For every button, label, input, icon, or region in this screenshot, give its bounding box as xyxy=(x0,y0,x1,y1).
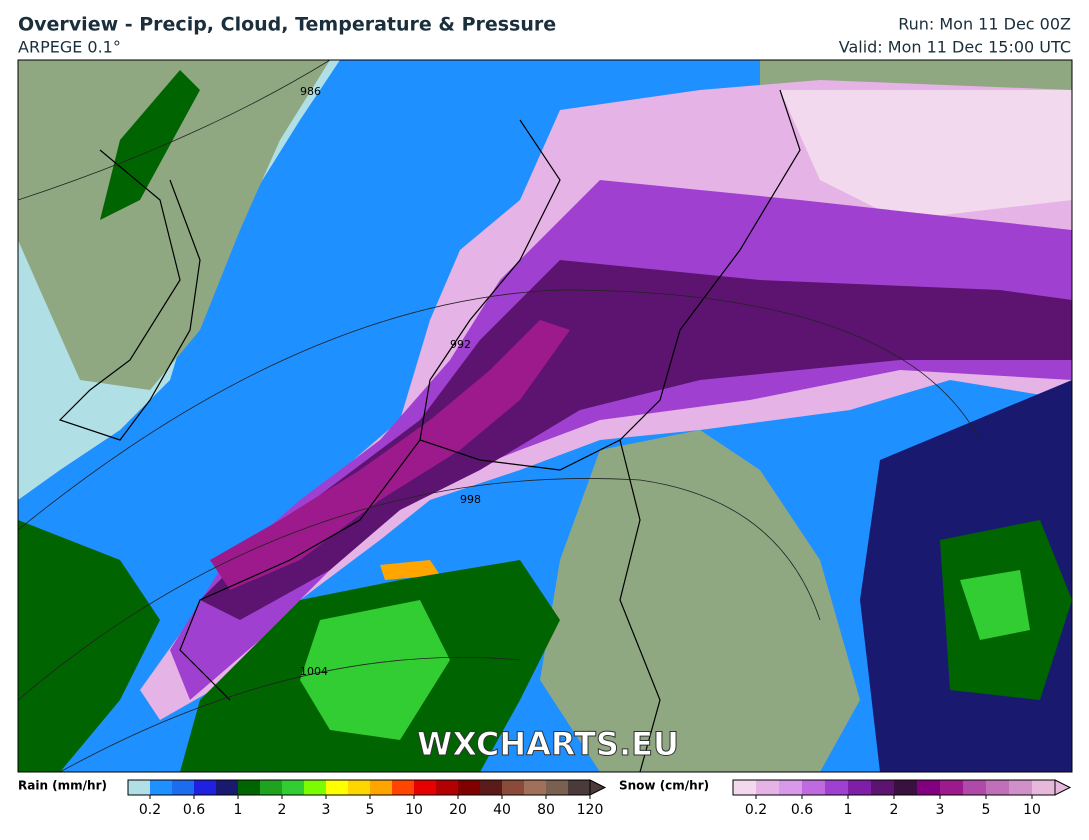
colorbar-tick-label: 1 xyxy=(234,802,243,818)
map: 986 992 998 1004 WXCHARTS.EU xyxy=(18,60,1072,772)
colorbar-tick-label: 5 xyxy=(982,802,991,818)
colorbar-tick-label: 40 xyxy=(493,802,511,818)
colorbar-cell xyxy=(436,780,459,795)
colorbar-arrow xyxy=(1054,779,1072,796)
colorbar-cell xyxy=(370,780,393,795)
colorbar-cell xyxy=(802,780,826,795)
colorbar-cell xyxy=(1009,780,1033,795)
isobar-label: 1004 xyxy=(300,665,328,678)
title: Overview - Precip, Cloud, Temperature & … xyxy=(18,14,556,36)
colorbar-cell xyxy=(128,780,151,795)
colorbar-tick-label: 20 xyxy=(449,802,467,818)
colorbar-cell xyxy=(216,780,239,795)
isobar-label: 992 xyxy=(450,338,471,351)
colorbar-cell xyxy=(986,780,1010,795)
colorbar-cell xyxy=(238,780,261,795)
colorbar-tick-label: 0.6 xyxy=(183,802,205,818)
colorbar-cell xyxy=(304,780,327,795)
colorbar-cell xyxy=(326,780,349,795)
colorbar-cell xyxy=(260,780,283,795)
isobar-label: 986 xyxy=(300,85,321,98)
colorbar-cell xyxy=(524,780,547,795)
colorbar-cell xyxy=(414,780,437,795)
colorbar-cell xyxy=(756,780,780,795)
model: ARPEGE 0.1° xyxy=(18,38,121,57)
legends: 0.2 0.6 1 2 3 5 10 20 40 80 120 0.2 0.6 1 2 3 5 10 xyxy=(127,779,1072,818)
colorbar-tick-label: 5 xyxy=(366,802,375,818)
valid: Valid: Mon 11 Dec 15:00 UTC xyxy=(839,38,1071,57)
colorbar-tick-label: 3 xyxy=(322,802,331,818)
colorbar-cell xyxy=(894,780,918,795)
colorbar-cell xyxy=(1032,780,1056,795)
colorbar-tick-label: 1 xyxy=(844,802,853,818)
colorbar-cell xyxy=(150,780,173,795)
colorbar-cell xyxy=(568,780,591,795)
colorbar-cell xyxy=(779,780,803,795)
colorbar-cell xyxy=(733,780,757,795)
map-frame xyxy=(17,59,1073,773)
colorbar-cell xyxy=(348,780,371,795)
rain-label: Rain (mm/hr) xyxy=(18,779,107,793)
colorbar-cell xyxy=(392,780,415,795)
colorbar-tick-label: 80 xyxy=(537,802,555,818)
colorbar-cell xyxy=(194,780,217,795)
colorbar-cell xyxy=(172,780,195,795)
colorbar-frame xyxy=(127,779,591,796)
run: Run: Mon 11 Dec 00Z xyxy=(898,15,1071,34)
colorbar-cell xyxy=(963,780,987,795)
colorbar-cell xyxy=(871,780,895,795)
colorbar-tick-label: 10 xyxy=(1023,802,1041,818)
colorbar-tick-label: 3 xyxy=(936,802,945,818)
colorbar-tick-label: 0.2 xyxy=(745,802,767,818)
colorbar-cell xyxy=(458,780,481,795)
colorbar-tick-label: 2 xyxy=(278,802,287,818)
colorbar-cell xyxy=(546,780,569,795)
colorbar-cell xyxy=(480,780,503,795)
watermark: WXCHARTS.EU xyxy=(417,725,679,763)
colorbar-cell xyxy=(282,780,305,795)
colorbar-tick-label: 0.2 xyxy=(139,802,161,818)
isobar-label: 998 xyxy=(460,493,481,506)
snow-label: Snow (cm/hr) xyxy=(619,779,709,793)
colorbar-tick-label: 2 xyxy=(890,802,899,818)
colorbar-tick-label: 0.6 xyxy=(791,802,813,818)
colorbar-tick-label: 10 xyxy=(405,802,423,818)
colorbar-cell xyxy=(825,780,849,795)
colorbar-arrow xyxy=(589,779,607,796)
colorbar-cell xyxy=(502,780,525,795)
colorbar-cell xyxy=(940,780,964,795)
colorbar-tick-label: 120 xyxy=(577,802,604,818)
colorbar-cell xyxy=(848,780,872,795)
colorbar-cell xyxy=(917,780,941,795)
